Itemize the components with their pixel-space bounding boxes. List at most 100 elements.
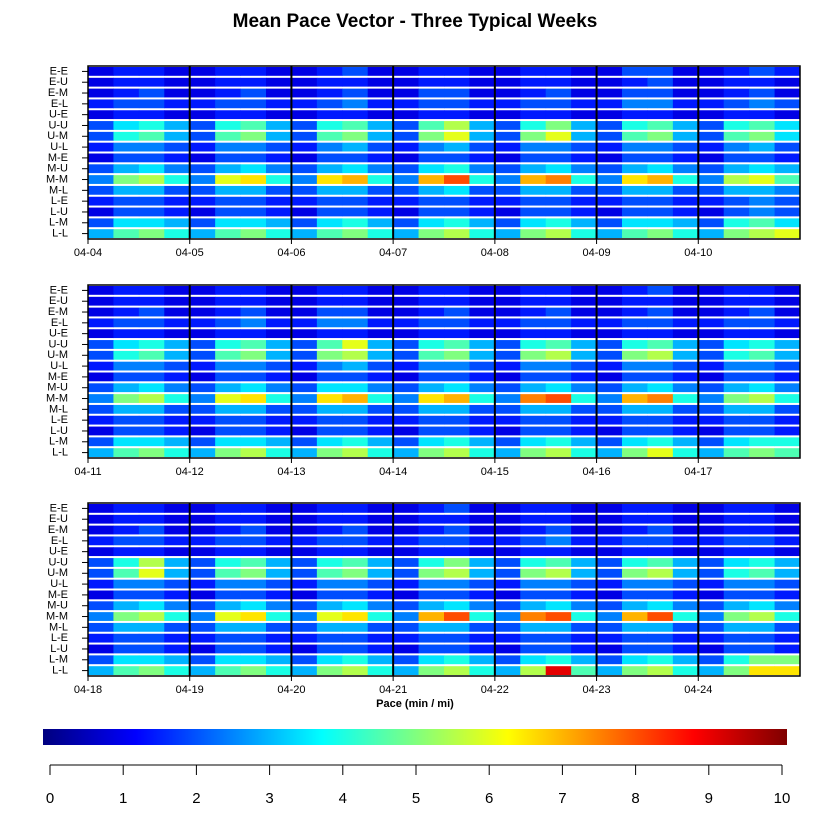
heat-cell: [672, 536, 699, 546]
heat-cell: [342, 307, 369, 317]
heat-cell: [723, 99, 750, 109]
heat-cell: [113, 504, 140, 513]
heat-cell: [494, 558, 521, 567]
heat-cell: [164, 514, 191, 524]
heat-cell: [469, 164, 496, 174]
heat-cell: [749, 372, 775, 382]
heat-cell: [494, 340, 521, 349]
heat-cell: [672, 361, 699, 371]
heat-cell: [113, 296, 140, 306]
row-label: M-L: [49, 184, 68, 196]
heat-cell: [418, 437, 445, 447]
heat-cell: [647, 218, 674, 228]
heat-cell: [316, 67, 343, 76]
heat-cell: [138, 110, 165, 120]
heat-cell: [774, 372, 801, 382]
heat-cell: [571, 579, 597, 589]
heat-cell: [266, 372, 292, 382]
heat-cell: [316, 633, 343, 643]
heat-cell: [749, 536, 775, 546]
heat-cell: [316, 296, 343, 306]
heat-cell: [520, 633, 547, 643]
heat-cell: [698, 394, 725, 403]
heat-cell: [393, 612, 419, 621]
heat-cell: [723, 229, 750, 238]
heat-cell: [520, 207, 547, 217]
heat-cell: [672, 558, 699, 567]
heat-cell: [367, 504, 394, 513]
heat-cell: [596, 415, 623, 425]
heat-cell: [545, 175, 572, 184]
heat-cell: [316, 361, 343, 371]
heat-cell: [698, 142, 725, 152]
heat-cell: [164, 142, 191, 152]
heat-cell: [647, 426, 674, 436]
heat-cell: [571, 318, 597, 328]
heat-cell: [647, 633, 674, 643]
heat-cell: [342, 372, 369, 382]
heat-cell: [367, 558, 394, 567]
heat-cell: [88, 404, 114, 414]
heat-cell: [164, 296, 191, 306]
heat-cell: [698, 340, 725, 349]
heat-cell: [342, 633, 369, 643]
heat-cell: [367, 99, 394, 109]
heat-cell: [138, 350, 165, 360]
heat-cell: [622, 218, 648, 228]
heat-cell: [418, 525, 445, 535]
heat-cell: [88, 622, 114, 632]
heat-cell: [240, 547, 267, 557]
heat-cell: [698, 286, 725, 295]
heat-cell: [647, 286, 674, 295]
heat-cell: [291, 318, 318, 328]
heat-cell: [749, 318, 775, 328]
heat-cell: [596, 655, 623, 665]
heat-cell: [596, 666, 623, 675]
heat-cell: [316, 229, 343, 238]
heat-cell: [571, 142, 597, 152]
heat-cell: [520, 196, 547, 206]
heat-cell: [266, 426, 292, 436]
heat-cell: [571, 426, 597, 436]
heat-cell: [444, 404, 470, 414]
heat-cell: [291, 340, 318, 349]
heat-cell: [622, 361, 648, 371]
heat-cell: [723, 67, 750, 76]
heat-cell: [240, 207, 267, 217]
heat-cell: [494, 361, 521, 371]
heat-cell: [164, 633, 191, 643]
heat-cell: [367, 525, 394, 535]
heat-cell: [113, 547, 140, 557]
heat-cell: [774, 196, 801, 206]
heat-cell: [189, 644, 216, 654]
heat-cell: [418, 196, 445, 206]
heat-cell: [520, 372, 547, 382]
heat-cell: [215, 590, 241, 600]
heat-cell: [240, 590, 267, 600]
heat-cell: [240, 372, 267, 382]
heat-cell: [520, 142, 547, 152]
heat-cell: [266, 383, 292, 393]
heat-cell: [622, 88, 648, 98]
heat-cell: [342, 229, 369, 238]
heat-cell: [88, 207, 114, 217]
heat-cell: [393, 110, 419, 120]
heat-cell: [698, 568, 725, 578]
heat-cell: [266, 88, 292, 98]
heat-cell: [723, 612, 750, 621]
heat-cell: [596, 207, 623, 217]
heat-cell: [698, 612, 725, 621]
heat-cell: [88, 142, 114, 152]
heat-cell: [596, 394, 623, 403]
heat-cell: [367, 590, 394, 600]
heat-cell: [316, 525, 343, 535]
heat-cell: [469, 153, 496, 163]
heat-cell: [571, 525, 597, 535]
heat-cell: [164, 525, 191, 535]
heat-cell: [266, 175, 292, 184]
heat-cell: [571, 67, 597, 76]
heat-cell: [622, 437, 648, 447]
heat-cell: [545, 196, 572, 206]
heat-cell: [494, 383, 521, 393]
heat-cell: [469, 185, 496, 195]
